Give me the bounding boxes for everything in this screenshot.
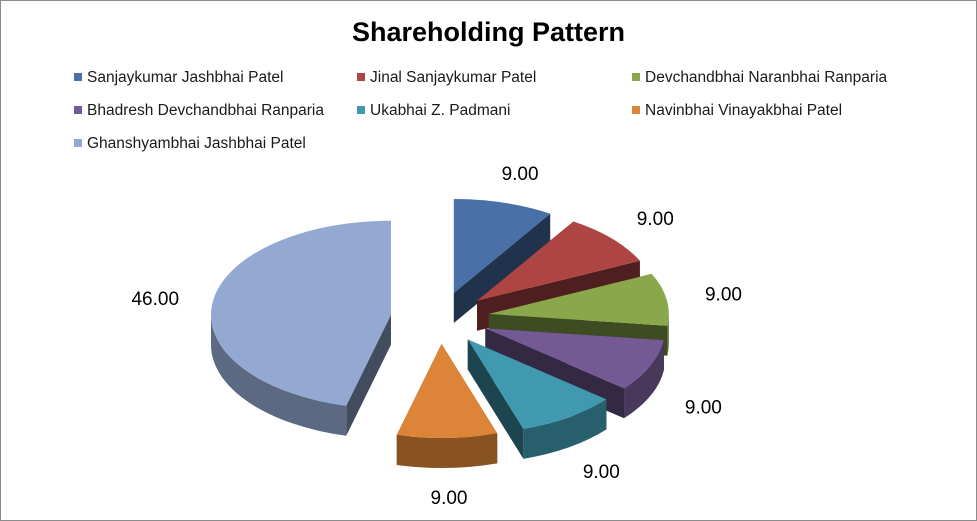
legend-swatch	[357, 73, 365, 81]
legend-item: Sanjaykumar Jashbhai Patel	[74, 69, 283, 87]
pie-slice-side-0	[453, 213, 551, 324]
pie-slice-6	[210, 220, 391, 406]
legend-swatch	[74, 139, 82, 147]
pie-slice-4	[467, 339, 607, 429]
legend-item: Navinbhai Vinayakbhai Patel	[632, 102, 842, 120]
legend-label: Navinbhai Vinayakbhai Patel	[645, 102, 843, 119]
legend-item: Devchandbhai Naranbhai Ranparia	[632, 69, 887, 87]
chart-title: Shareholding Pattern	[351, 17, 626, 47]
pie-slice-side-6	[346, 314, 391, 436]
data-label: 9.00	[502, 164, 539, 185]
legend-item: Ukabhai Z. Padmani	[357, 102, 510, 120]
legend-swatch	[632, 73, 640, 81]
pie-slice-wall-5	[396, 433, 498, 468]
legend-item: Jinal Sanjaykumar Patel	[357, 69, 536, 87]
data-label: 9.00	[705, 285, 742, 306]
pie-slice-2	[488, 273, 669, 326]
data-label: 9.00	[637, 209, 674, 230]
legend-label: Devchandbhai Naranbhai Ranparia	[645, 69, 888, 86]
pie-slice-0	[453, 199, 551, 294]
data-label: 46.00	[131, 289, 179, 310]
pie-slice-wall-6	[210, 314, 347, 436]
pie-slice-wall-2	[667, 313, 669, 356]
pie-slice-3	[485, 328, 664, 389]
data-label: 9.00	[685, 398, 722, 419]
pie-slice-5	[396, 343, 498, 438]
legend-swatch	[357, 106, 365, 114]
legend-label: Ghanshyambhai Jashbhai Patel	[87, 135, 306, 152]
pie-slice-side-4	[467, 339, 524, 459]
legend-label: Jinal Sanjaykumar Patel	[370, 69, 537, 86]
pie-slice-wall-4	[523, 399, 607, 459]
legend-item: Ghanshyambhai Jashbhai Patel	[74, 135, 306, 153]
pie-slice-wall-3	[624, 340, 664, 419]
legend-swatch	[74, 106, 82, 114]
data-label: 9.00	[431, 488, 468, 509]
pie-slice-1	[477, 221, 640, 301]
legend-swatch	[74, 73, 82, 81]
legend-item: Bhadresh Devchandbhai Ranparia	[74, 102, 324, 120]
legend-swatch	[632, 106, 640, 114]
legend-label: Ukabhai Z. Padmani	[370, 102, 511, 119]
data-label: 9.00	[583, 462, 620, 483]
legend-label: Bhadresh Devchandbhai Ranparia	[87, 102, 324, 119]
legend-label: Sanjaykumar Jashbhai Patel	[87, 69, 284, 86]
